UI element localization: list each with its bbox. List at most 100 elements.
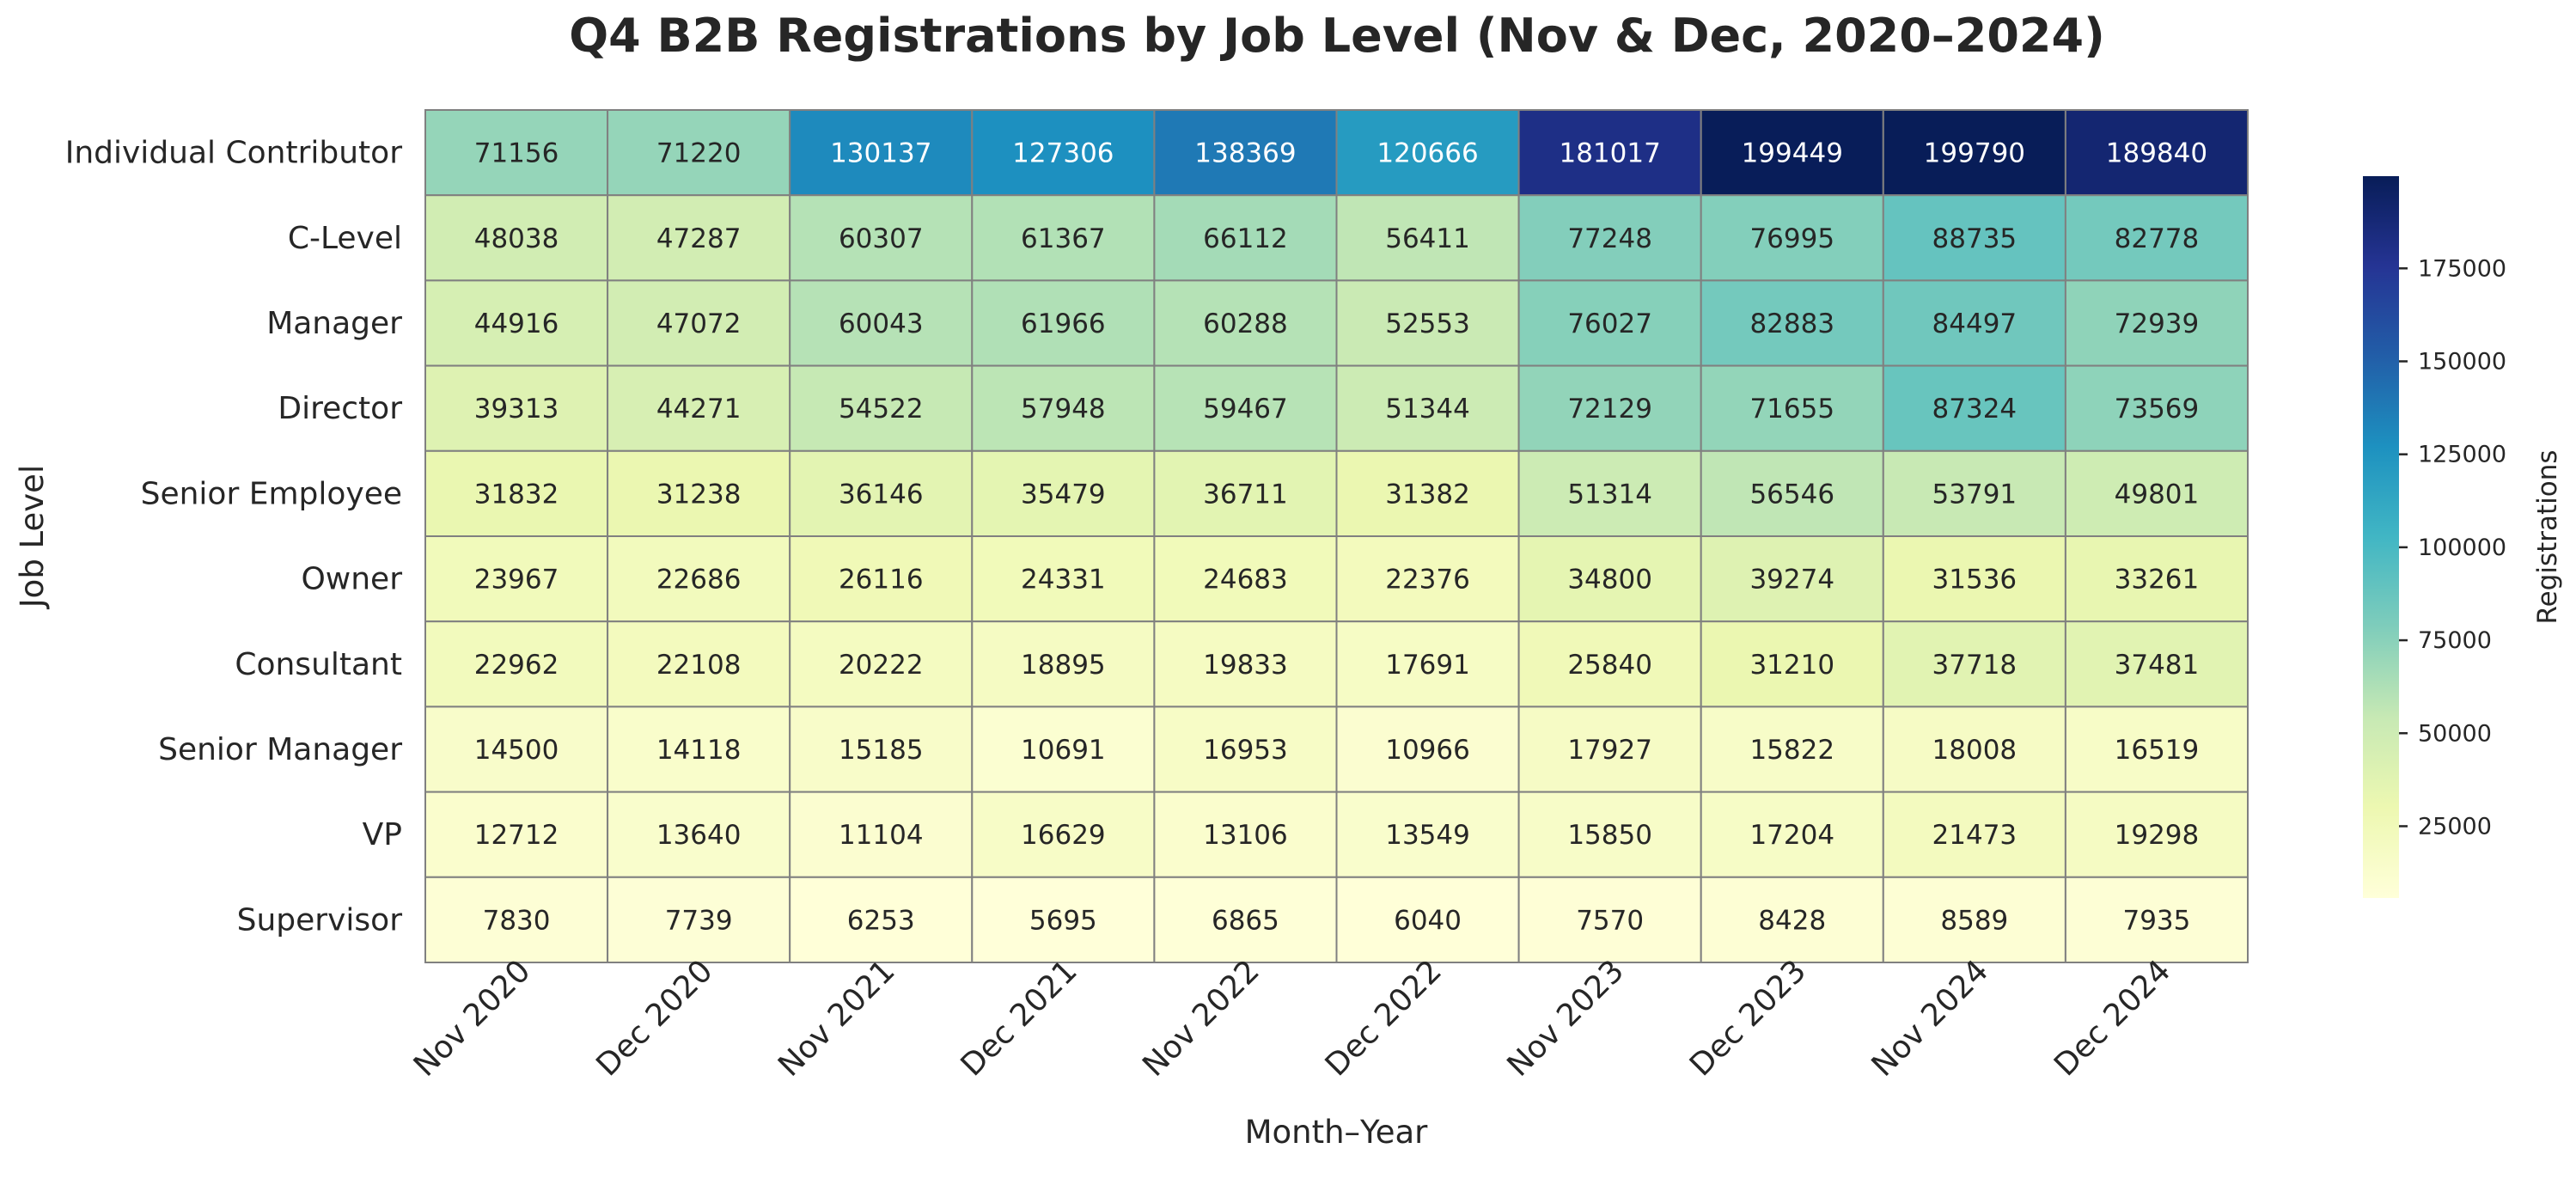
- cell-rect: [424, 791, 609, 878]
- cell-rect: [789, 706, 974, 793]
- cell-value: 199449: [1742, 138, 1843, 169]
- cell-value: 44916: [474, 308, 559, 339]
- cell-rect: [1700, 620, 1884, 708]
- heatmap-cell: 48038: [424, 194, 609, 282]
- heatmap-cell: 66112: [1153, 194, 1338, 282]
- cell-value: 22686: [656, 565, 742, 596]
- cell-value: 56546: [1749, 479, 1834, 510]
- cell-rect: [1700, 876, 1884, 963]
- heatmap-cell: 8589: [1882, 876, 2066, 963]
- cell-value: 44271: [656, 394, 742, 425]
- cell-value: 73569: [2115, 394, 2200, 425]
- heatmap-cell: 73569: [2064, 364, 2249, 452]
- cell-rect: [2064, 194, 2249, 282]
- cell-rect: [1700, 791, 1884, 878]
- heatmap-cell: 7830: [424, 876, 609, 963]
- cell-rect: [2064, 791, 2249, 878]
- cell-rect: [607, 279, 791, 367]
- heatmap-cell: 25840: [1517, 620, 1702, 708]
- cell-value: 8428: [1758, 905, 1826, 936]
- heatmap-cell: 7570: [1517, 876, 1702, 963]
- row-label: Owner: [301, 562, 402, 597]
- colorbar-tick: 25000: [2399, 813, 2492, 840]
- row-label: Senior Manager: [158, 732, 402, 767]
- cell-value: 10691: [1021, 735, 1106, 766]
- cell-value: 6040: [1394, 905, 1462, 936]
- heatmap-cell: 138369: [1153, 109, 1338, 197]
- cell-rect: [1335, 620, 1520, 708]
- cell-rect: [1153, 535, 1338, 623]
- heatmap-cell: 77248: [1517, 194, 1702, 282]
- cell-value: 16519: [2115, 735, 2200, 766]
- heatmap-cells: 71156 71220 130137 127306 138369 120666 181017…: [424, 109, 2249, 963]
- heatmap-cell: 8428: [1700, 876, 1884, 963]
- cell-value: 66112: [1203, 223, 1288, 254]
- cell-rect: [1335, 876, 1520, 963]
- cell-value: 39313: [474, 394, 559, 425]
- row-label: VP: [363, 817, 402, 852]
- cell-value: 11104: [839, 820, 924, 851]
- heatmap-cell: 22376: [1335, 535, 1520, 623]
- heatmap-cell: 14500: [424, 706, 609, 793]
- cell-rect: [1153, 791, 1338, 878]
- column-label: Dec 2023: [1683, 953, 1813, 1083]
- cell-value: 61966: [1021, 308, 1106, 339]
- heatmap-cell: 31210: [1700, 620, 1884, 708]
- cell-value: 88735: [1932, 223, 2017, 254]
- row-label: C-Level: [288, 221, 402, 256]
- colorbar-tick-label: 175000: [2418, 255, 2506, 282]
- cell-value: 17691: [1385, 650, 1470, 681]
- cell-rect: [607, 109, 791, 197]
- heatmap-cell: 21473: [1882, 791, 2066, 878]
- colorbar-tick: 125000: [2399, 442, 2506, 468]
- cell-rect: [1335, 535, 1520, 623]
- cell-value: 23967: [474, 565, 559, 596]
- heatmap-cell: 16519: [2064, 706, 2249, 793]
- cell-value: 25840: [1567, 650, 1652, 681]
- heatmap-cell: 59467: [1153, 364, 1338, 452]
- colorbar-tick-label: 75000: [2418, 627, 2492, 654]
- cell-rect: [1882, 876, 2066, 963]
- cell-value: 31238: [656, 479, 742, 510]
- cell-rect: [1517, 876, 1702, 963]
- cell-value: 36146: [839, 479, 924, 510]
- heatmap-cell: 14118: [607, 706, 791, 793]
- cell-value: 31210: [1749, 650, 1834, 681]
- cell-value: 51344: [1385, 394, 1470, 425]
- cell-rect: [1335, 706, 1520, 793]
- heatmap-cell: 57948: [971, 364, 1156, 452]
- cell-value: 60288: [1203, 308, 1288, 339]
- row-label: Manager: [266, 306, 402, 341]
- cell-value: 49801: [2115, 479, 2200, 510]
- column-label: Dec 2020: [589, 953, 719, 1083]
- colorbar-label: Registrations: [2532, 449, 2563, 624]
- cell-value: 130137: [830, 138, 931, 169]
- cell-value: 8589: [1940, 905, 2008, 936]
- heatmap-cell: 13640: [607, 791, 791, 878]
- cell-value: 10966: [1385, 735, 1470, 766]
- cell-value: 14500: [474, 735, 559, 766]
- cell-value: 60307: [839, 223, 924, 254]
- cell-rect: [607, 706, 791, 793]
- cell-value: 34800: [1567, 565, 1652, 596]
- cell-value: 31832: [474, 479, 559, 510]
- heatmap-cell: 16629: [971, 791, 1156, 878]
- cell-rect: [1882, 364, 2066, 452]
- heatmap-cell: 15185: [789, 706, 974, 793]
- cell-rect: [1882, 620, 2066, 708]
- cell-rect: [2064, 620, 2249, 708]
- cell-rect: [1335, 109, 1520, 197]
- cell-value: 16953: [1203, 735, 1288, 766]
- cell-value: 72939: [2115, 308, 2200, 339]
- heatmap-cell: 76027: [1517, 279, 1702, 367]
- cell-rect: [1700, 109, 1884, 197]
- heatmap-cell: 5695: [971, 876, 1156, 963]
- heatmap-cell: 82883: [1700, 279, 1884, 367]
- cell-value: 199790: [1924, 138, 2025, 169]
- cell-rect: [1517, 620, 1702, 708]
- cell-rect: [2064, 364, 2249, 452]
- cell-rect: [1153, 706, 1338, 793]
- heatmap-cell: 76995: [1700, 194, 1884, 282]
- cell-value: 51314: [1567, 479, 1652, 510]
- heatmap-cell: 72939: [2064, 279, 2249, 367]
